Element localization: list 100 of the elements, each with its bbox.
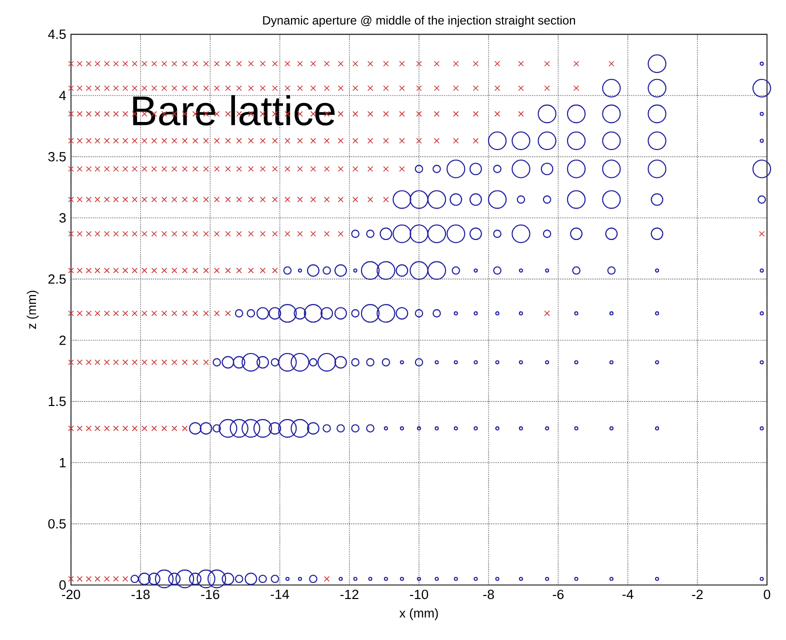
point [352, 111, 358, 117]
point [284, 138, 290, 144]
point [225, 60, 231, 67]
point [416, 138, 422, 144]
y-tick-label: 3 [59, 213, 66, 223]
point [94, 426, 100, 432]
point [151, 85, 158, 92]
point [192, 60, 198, 67]
point [151, 166, 158, 172]
point [161, 166, 168, 172]
point [86, 359, 92, 366]
point [544, 310, 550, 316]
point [324, 230, 330, 237]
point [142, 310, 148, 316]
point [352, 85, 358, 92]
point [192, 310, 198, 316]
point [338, 138, 344, 144]
point [68, 111, 74, 117]
point [260, 60, 266, 67]
point [248, 60, 254, 67]
point [182, 196, 188, 202]
point [225, 138, 231, 144]
point [113, 268, 119, 274]
point [94, 196, 100, 202]
point [182, 60, 188, 67]
point [214, 268, 220, 274]
point [260, 166, 266, 172]
point [192, 85, 198, 92]
point [367, 166, 374, 172]
point [151, 138, 158, 144]
point [284, 60, 290, 67]
point [172, 230, 178, 237]
x-tick-label: 0 [764, 590, 770, 600]
point [248, 166, 254, 172]
point [248, 138, 254, 144]
point [248, 268, 254, 274]
point [86, 60, 92, 67]
point [297, 196, 303, 202]
y-tick-label: 4.5 [48, 30, 66, 39]
point [172, 196, 178, 202]
point [113, 166, 119, 172]
point [113, 310, 119, 316]
y-tick-label: 3.5 [48, 152, 66, 162]
point [104, 166, 110, 172]
point [416, 85, 422, 92]
point [472, 111, 479, 117]
point [338, 230, 344, 237]
point [297, 85, 303, 92]
point [416, 60, 422, 67]
point [104, 426, 110, 432]
point [203, 166, 209, 172]
point [214, 230, 220, 237]
point [367, 85, 374, 92]
point [192, 138, 198, 144]
x-tick-label: -8 [483, 590, 494, 600]
point [182, 230, 188, 237]
point [225, 310, 231, 316]
point [94, 310, 100, 316]
point [142, 138, 148, 144]
point [132, 85, 138, 92]
x-tick-label: -14 [270, 590, 290, 599]
point [272, 166, 278, 172]
point [608, 60, 614, 67]
point [172, 60, 178, 67]
point [338, 111, 344, 117]
point [113, 60, 119, 67]
y-tick-label: 4 [59, 90, 66, 100]
point [352, 60, 358, 67]
point [383, 166, 389, 172]
point [434, 60, 440, 67]
point [203, 138, 209, 144]
point [161, 359, 168, 366]
point [161, 230, 168, 237]
point [260, 230, 266, 237]
point [68, 85, 74, 92]
point [142, 60, 148, 67]
point [399, 138, 405, 144]
point [434, 111, 440, 117]
point [310, 196, 316, 202]
point [86, 166, 92, 172]
point [324, 60, 330, 67]
point [104, 310, 110, 316]
point [324, 166, 330, 172]
point [104, 268, 110, 274]
point [192, 359, 198, 366]
x-tick-label: -18 [132, 590, 150, 600]
point [151, 60, 158, 67]
point [383, 196, 389, 202]
point [76, 359, 83, 366]
point [260, 196, 266, 202]
point [182, 138, 188, 144]
point [236, 60, 242, 67]
point [161, 196, 168, 202]
point [272, 85, 278, 92]
point [104, 111, 110, 117]
point [94, 85, 100, 92]
point [338, 166, 344, 172]
point [236, 166, 242, 172]
point [203, 310, 209, 316]
point [272, 268, 278, 274]
